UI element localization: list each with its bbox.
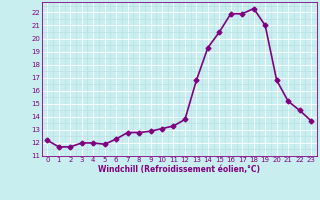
X-axis label: Windchill (Refroidissement éolien,°C): Windchill (Refroidissement éolien,°C)	[98, 165, 260, 174]
